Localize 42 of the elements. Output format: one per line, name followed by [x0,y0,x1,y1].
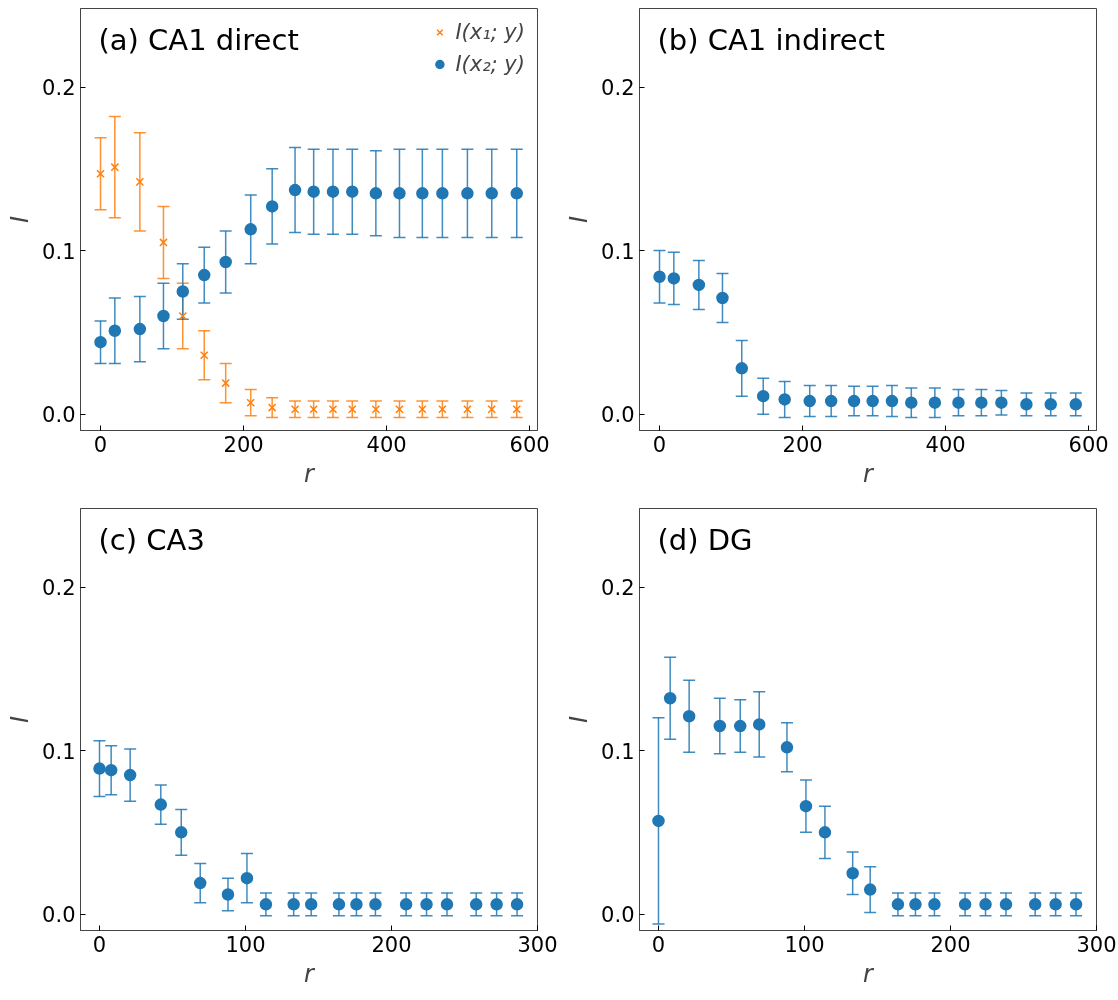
x-axis-title: r [304,459,317,488]
x-axis-title: r [304,959,317,988]
x-tick-label: 600 [1068,432,1109,457]
y-tick-label: 0.0 [601,903,635,928]
y-tick-label: 0.2 [601,76,635,101]
text: (a) CA1 direct [98,22,299,57]
x-tick-label: 400 [366,432,407,457]
legend-label: I(x₂; y) [455,52,525,76]
y-tick-label: 0.1 [601,239,635,264]
y-tick-label: 0.2 [601,576,635,601]
text: (d) DG [657,522,753,557]
x-tick-label: 100 [225,932,266,957]
text: (b) CA1 indirect [657,22,885,57]
legend-label: I(x₁; y) [455,20,525,44]
x-tick-label: 200 [223,432,264,457]
y-axis-title: I [565,215,594,224]
x-tick-label: 200 [782,432,823,457]
x-tick-label: 0 [651,932,666,957]
x-tick-label: 100 [784,932,825,957]
x-tick-label: 0 [93,432,108,457]
x-tick-label: 200 [371,932,412,957]
x-tick-label: 0 [652,432,667,457]
y-axis-title: I [6,215,35,224]
y-tick-label: 0.0 [601,403,635,428]
x-tick-label: 300 [1076,932,1117,957]
text: (c) CA3 [98,522,205,557]
x-tick-label: 0 [92,932,107,957]
y-axis-title: I [565,715,594,724]
y-tick-label: 0.1 [601,739,635,764]
x-axis-title: r [863,459,876,488]
y-axis-title: I [6,715,35,724]
y-tick-label: 0.1 [42,739,76,764]
x-tick-label: 300 [517,932,558,957]
y-tick-label: 0.0 [42,903,76,928]
x-tick-label: 600 [509,432,550,457]
y-tick-label: 0.0 [42,403,76,428]
y-tick-label: 0.1 [42,239,76,264]
x-tick-label: 200 [930,932,971,957]
y-tick-label: 0.2 [42,576,76,601]
y-tick-label: 0.2 [42,76,76,101]
x-tick-label: 400 [925,432,966,457]
x-axis-title: r [863,959,876,988]
